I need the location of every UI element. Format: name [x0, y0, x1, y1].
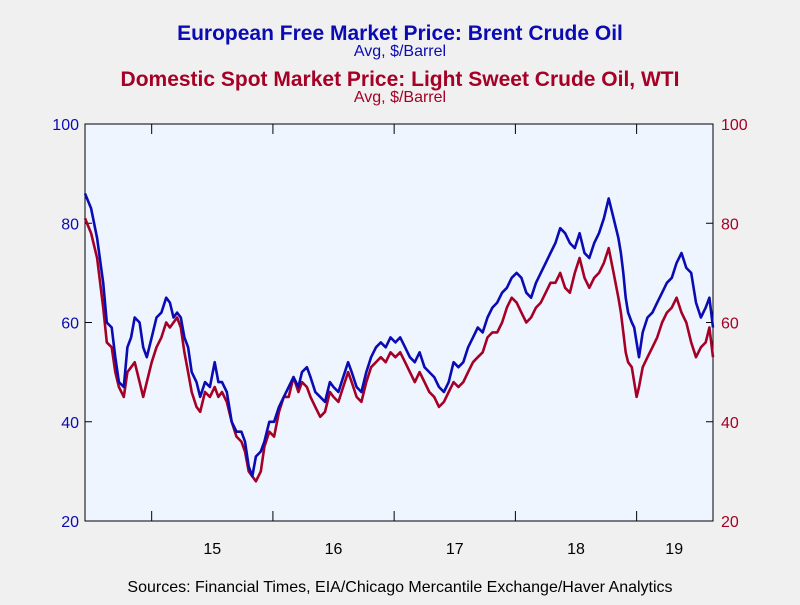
wti-series-line	[83, 217, 715, 483]
title-wti: Domestic Spot Market Price: Light Sweet …	[121, 68, 680, 91]
y-left-tick-label: 60	[61, 316, 79, 333]
y-right-tick-label: 100	[721, 117, 748, 134]
x-axis: 15 16 17 18 19	[203, 541, 683, 558]
series-layer	[83, 193, 715, 483]
y-axis-right: 20 40 60 80 100	[706, 117, 748, 531]
x-tick-label: 15	[203, 541, 221, 558]
y-right-tick-label: 40	[721, 415, 739, 432]
x-tick-label: 18	[567, 541, 585, 558]
x-tick-label: 19	[665, 541, 683, 558]
y-right-tick-label: 80	[721, 216, 739, 233]
y-left-tick-label: 80	[61, 216, 79, 233]
x-tick-label: 16	[325, 541, 343, 558]
y-right-tick-label: 20	[721, 514, 739, 531]
plot-area	[84, 123, 714, 522]
y-axis-left: 20 40 60 80 100	[52, 117, 92, 531]
subtitle-wti: Avg, $/Barrel	[354, 89, 446, 106]
source-note: Sources: Financial Times, EIA/Chicago Me…	[127, 579, 672, 596]
y-left-tick-label: 20	[61, 514, 79, 531]
x-year-boundaries	[151, 124, 638, 521]
subtitle-brent: Avg, $/Barrel	[354, 43, 446, 60]
y-left-tick-label: 40	[61, 415, 79, 432]
brent-series-line	[83, 193, 715, 478]
y-left-tick-label: 100	[52, 117, 79, 134]
x-tick-label: 17	[446, 541, 464, 558]
y-right-tick-label: 60	[721, 316, 739, 333]
title-brent: European Free Market Price: Brent Crude …	[177, 22, 623, 45]
